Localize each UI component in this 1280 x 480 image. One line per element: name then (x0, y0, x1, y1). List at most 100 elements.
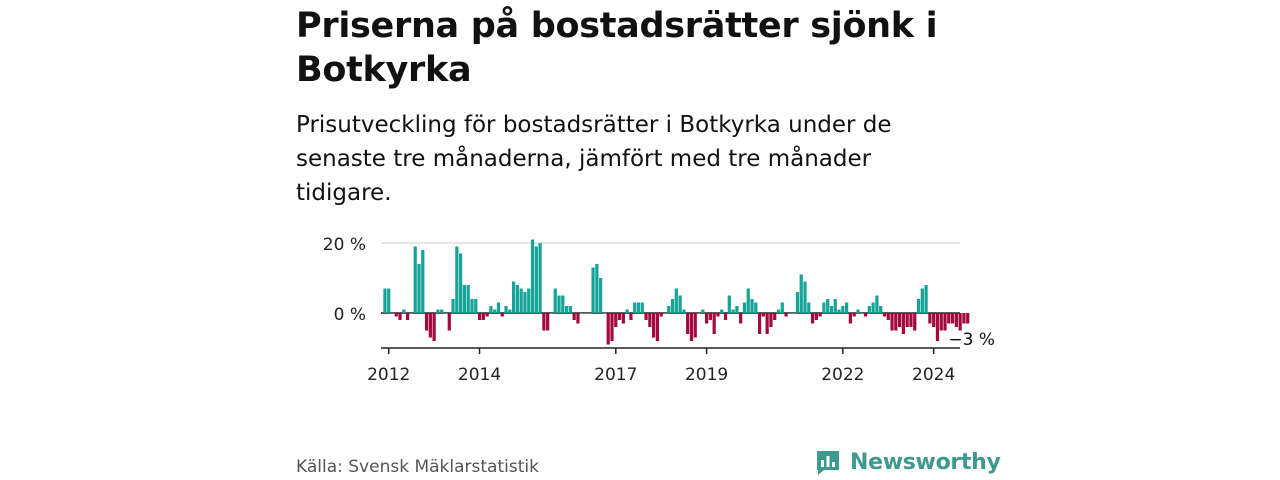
bar-positive (833, 299, 837, 313)
bar-negative (652, 313, 656, 338)
bar-positive (674, 288, 678, 313)
bar-positive (920, 288, 924, 313)
bar-negative (966, 313, 970, 324)
bar-negative (629, 313, 633, 320)
bar-positive (780, 302, 784, 313)
bar-negative (621, 313, 625, 324)
bar-positive (504, 306, 508, 313)
bar-positive (564, 306, 569, 313)
bar-positive (470, 299, 474, 313)
bar-positive (750, 299, 754, 313)
chart-subtitle: Prisutveckling för bostadsrätter i Botky… (296, 112, 892, 206)
bar-negative (882, 313, 887, 317)
bar-negative (708, 313, 712, 320)
bar-positive (402, 309, 406, 313)
bar-negative (773, 313, 777, 320)
bar-positive (667, 306, 671, 313)
bar-negative (928, 313, 932, 324)
bar-positive (591, 267, 595, 313)
newsworthy-logo-text: Newsworthy (850, 449, 1001, 475)
x-tick-label: 2022 (821, 365, 864, 385)
bar-negative (432, 313, 436, 341)
bar-negative (394, 313, 398, 317)
bar-positive (636, 302, 641, 313)
bar-negative (935, 313, 940, 341)
bar-negative (947, 313, 951, 324)
bar-positive (841, 306, 845, 313)
bar-positive (459, 253, 463, 313)
bar-positive (799, 274, 803, 313)
bar-positive (599, 278, 603, 313)
bar-positive (383, 288, 387, 313)
bar-negative (739, 313, 743, 324)
bar-negative (852, 313, 856, 317)
bar-negative (686, 313, 690, 334)
bar-positive (746, 288, 750, 313)
bar-positive (916, 299, 921, 313)
bar-positive (697, 313, 701, 314)
source-note: Källa: Svensk Mäklarstatistik (296, 457, 539, 477)
bar-positive (803, 281, 807, 313)
bar-negative (954, 313, 958, 327)
bar-chart: 0 % 20 % 2012 2014 2017 2019 2022 2024 −3 % (323, 235, 997, 385)
x-tick-label: 2014 (458, 365, 501, 385)
bar-positive (511, 281, 516, 313)
bar-negative (723, 313, 728, 320)
bar-negative (848, 313, 853, 324)
bar-positive (792, 313, 796, 314)
bar-negative (894, 313, 898, 331)
bar-negative (769, 313, 773, 327)
bar-negative (950, 313, 955, 324)
bar-positive (568, 306, 572, 313)
bar-negative (761, 313, 765, 317)
bar-negative (765, 313, 769, 334)
bar-positive (807, 302, 811, 313)
bar-negative (428, 313, 432, 338)
x-tick-label: 2024 (912, 365, 955, 385)
bar-negative (576, 313, 580, 324)
bar-positive (845, 302, 849, 313)
bar-positive (663, 313, 667, 314)
bar-negative (606, 313, 610, 345)
bar-positive (474, 299, 478, 313)
bar-positive (822, 302, 826, 313)
chart-title: Priserna på bostadsrätter sjönk i Botkyr… (296, 6, 938, 90)
bar-positive (682, 309, 686, 313)
bar-negative (818, 313, 822, 317)
bar-positive (455, 246, 459, 313)
bar-negative (398, 313, 402, 320)
bar-positive (553, 288, 557, 313)
bar-negative (939, 313, 943, 331)
bar-negative (958, 313, 962, 331)
bar-negative (648, 313, 652, 327)
y-tick-label: 0 % (334, 305, 366, 325)
bar-positive (670, 299, 675, 313)
bar-negative (614, 313, 618, 327)
bar-positive (788, 313, 792, 314)
x-tick-label: 2019 (685, 365, 728, 385)
bar-positive (701, 309, 705, 313)
bar-positive (387, 288, 391, 313)
bar-negative (655, 313, 660, 341)
newsworthy-logo: Newsworthy (814, 446, 1001, 478)
bar-positive (735, 306, 739, 313)
bar-negative (943, 313, 947, 331)
bar-positive (829, 306, 834, 313)
bar-positive (856, 309, 860, 313)
bar-positive (451, 299, 455, 313)
bar-positive (633, 302, 637, 313)
bar-positive (549, 313, 554, 314)
bar-positive (678, 295, 682, 313)
bar-positive (720, 309, 724, 313)
bar-positive (413, 246, 417, 313)
bar-positive (875, 295, 879, 313)
bar-positive (436, 309, 440, 313)
bar-negative (757, 313, 762, 334)
bar-positive (421, 250, 425, 313)
bar-negative (863, 313, 868, 317)
bar-positive (496, 302, 501, 313)
bar-positive (409, 313, 414, 314)
bar-negative (886, 313, 890, 320)
bar-negative (693, 313, 697, 338)
bar-negative (901, 313, 905, 334)
